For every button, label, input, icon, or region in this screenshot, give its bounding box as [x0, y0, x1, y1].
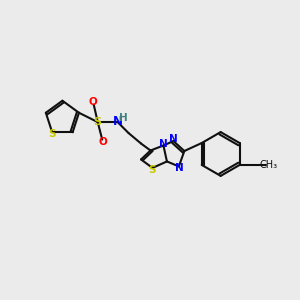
Text: S: S: [48, 129, 56, 139]
Text: S: S: [94, 117, 102, 127]
Text: N: N: [169, 134, 178, 144]
Text: N: N: [159, 139, 168, 149]
Text: N: N: [176, 163, 184, 173]
Text: CH₃: CH₃: [260, 160, 278, 170]
Text: S: S: [148, 165, 156, 175]
Text: O: O: [89, 97, 98, 107]
Text: O: O: [98, 137, 107, 147]
Text: N: N: [113, 115, 123, 128]
Text: H: H: [119, 113, 128, 123]
